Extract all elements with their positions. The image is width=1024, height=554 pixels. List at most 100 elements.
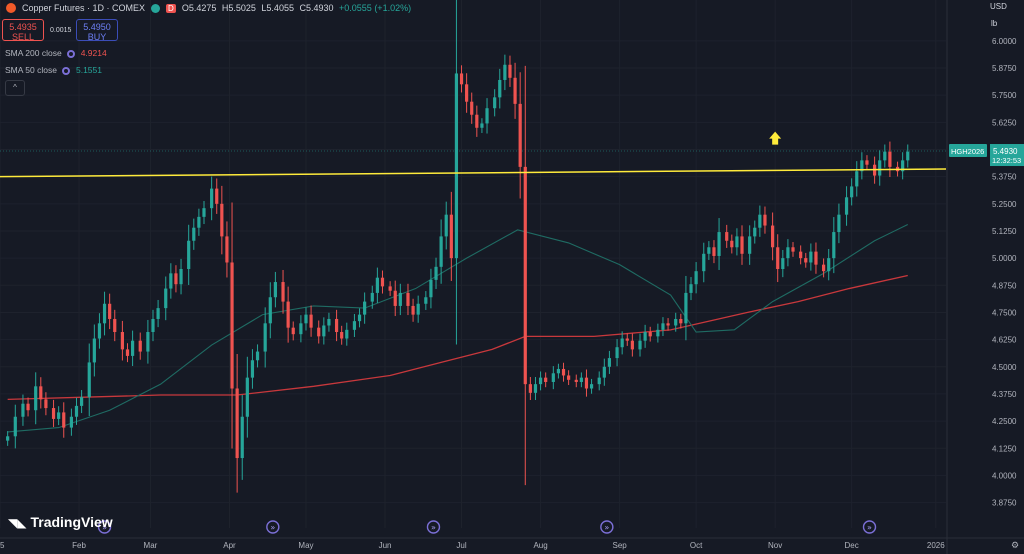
candle-body bbox=[281, 282, 285, 302]
sma-50-line bbox=[7, 223, 908, 433]
price-tick-label: 5.8750 bbox=[992, 64, 1017, 73]
price-axis[interactable]: 3.8750 4.0000 4.1250 4.2500 4.3750 4.5000 4.62… bbox=[946, 0, 1024, 554]
candle-body bbox=[225, 236, 229, 263]
candle-body bbox=[544, 377, 548, 382]
buy-button[interactable]: 5.4950 BUY bbox=[76, 19, 118, 42]
sma-50-legend[interactable]: SMA 50 close 5.1551 bbox=[5, 65, 102, 75]
candle-body bbox=[44, 399, 48, 409]
candle-body bbox=[255, 351, 260, 361]
candle-body bbox=[776, 247, 780, 269]
candle-body bbox=[684, 292, 688, 324]
candle-body bbox=[34, 386, 38, 411]
time-tick-label: Apr bbox=[223, 541, 236, 550]
candle-body bbox=[309, 314, 313, 328]
candle-body bbox=[607, 358, 612, 367]
candle-body bbox=[6, 436, 10, 441]
up-arrow-icon[interactable] bbox=[769, 131, 782, 145]
price-tick-label: 4.3750 bbox=[992, 390, 1017, 399]
candle-body bbox=[69, 416, 73, 428]
symbol-title[interactable]: Copper Futures · 1D · COMEX bbox=[22, 3, 146, 13]
candle-body bbox=[449, 214, 453, 259]
event-marker-icon bbox=[426, 520, 441, 534]
settings-icon[interactable] bbox=[66, 49, 75, 58]
candle-body bbox=[837, 214, 841, 233]
candle-body bbox=[434, 266, 438, 280]
candle-body bbox=[291, 327, 295, 335]
candle-body bbox=[263, 323, 267, 352]
candle-body bbox=[380, 277, 385, 287]
candle-body bbox=[334, 318, 339, 333]
candle-body bbox=[551, 373, 555, 382]
sma-200-legend[interactable]: SMA 200 close 4.9214 bbox=[5, 48, 107, 58]
price-tick-label: 4.1250 bbox=[992, 444, 1017, 453]
candle-body bbox=[850, 186, 854, 198]
candle-body bbox=[597, 377, 601, 385]
settings-icon[interactable] bbox=[61, 66, 70, 75]
event-marker-icon bbox=[266, 520, 280, 534]
candle-body bbox=[424, 297, 428, 304]
candle-body bbox=[62, 412, 66, 428]
currency-label[interactable]: USD bbox=[990, 2, 1007, 11]
candle-body bbox=[268, 297, 272, 324]
candle-body bbox=[304, 314, 308, 324]
candle-body bbox=[130, 340, 135, 356]
trendline[interactable] bbox=[0, 168, 947, 178]
tradingview-logo-icon: ◥◣ bbox=[8, 516, 27, 530]
candle-body bbox=[102, 303, 107, 324]
candle-body bbox=[322, 325, 326, 337]
candle-body bbox=[179, 269, 183, 285]
candle-body bbox=[786, 247, 790, 259]
candle-body bbox=[187, 240, 191, 269]
chart-grid bbox=[0, 150, 946, 152]
buy-label: BUY bbox=[87, 32, 107, 42]
candle-body bbox=[411, 305, 415, 315]
candle-body bbox=[169, 273, 173, 289]
candle-body bbox=[518, 103, 522, 167]
candle-body bbox=[215, 188, 219, 204]
event-markers[interactable]: » » » » » bbox=[97, 520, 877, 534]
last-price-badge bbox=[990, 144, 1024, 167]
price-tick-label: 4.7500 bbox=[992, 308, 1017, 317]
candle-body bbox=[508, 64, 512, 78]
candle-body bbox=[579, 377, 583, 382]
sell-button[interactable]: 5.4935 SELL bbox=[2, 19, 44, 42]
candle-body bbox=[832, 232, 836, 259]
candle-body bbox=[92, 338, 96, 363]
candle-body bbox=[120, 332, 124, 350]
symbol-header: Copper Futures · 1D · COMEX D O5.4275 H5… bbox=[6, 3, 414, 13]
event-marker-glyph: » bbox=[867, 523, 872, 532]
candle-body bbox=[702, 253, 706, 272]
candle-body bbox=[513, 77, 517, 104]
candle-body bbox=[406, 292, 410, 306]
price-tick-label: 4.8750 bbox=[992, 281, 1017, 290]
candle-body bbox=[250, 360, 255, 378]
spread-value: 0.0015 bbox=[50, 27, 72, 34]
open-value: O5.4275 bbox=[181, 3, 217, 13]
candle-body bbox=[202, 208, 206, 217]
candle-body bbox=[503, 64, 507, 80]
candle-body bbox=[393, 290, 397, 306]
candle-body bbox=[799, 251, 803, 259]
countdown-label: 12:32:53 bbox=[992, 156, 1021, 165]
candle-body bbox=[574, 379, 578, 382]
candle-body bbox=[906, 151, 910, 161]
candle-body bbox=[286, 301, 290, 328]
candle-body bbox=[781, 258, 785, 269]
collapse-legend-button[interactable]: ^ bbox=[5, 80, 25, 96]
price-tick-label: 5.1250 bbox=[992, 227, 1017, 236]
candle-body bbox=[197, 216, 201, 228]
time-tick-label: Sep bbox=[613, 541, 628, 550]
candle-body bbox=[156, 308, 160, 319]
unit-label[interactable]: lb bbox=[991, 19, 998, 28]
candle-body bbox=[398, 292, 402, 306]
price-tick-label: 3.8750 bbox=[992, 499, 1017, 508]
time-axis[interactable]: 25 Feb Mar Apr May Jun Jul Aug Sep Oct Nov Dec 2026 ⚙ bbox=[0, 537, 1024, 551]
candle-body bbox=[725, 232, 729, 241]
low-value: L5.4055 bbox=[261, 3, 294, 13]
candle-body bbox=[615, 347, 619, 359]
price-tick-label: 4.0000 bbox=[992, 471, 1017, 480]
candle-body bbox=[855, 171, 859, 187]
candle-body bbox=[74, 405, 79, 417]
event-marker-glyph: » bbox=[270, 523, 275, 532]
